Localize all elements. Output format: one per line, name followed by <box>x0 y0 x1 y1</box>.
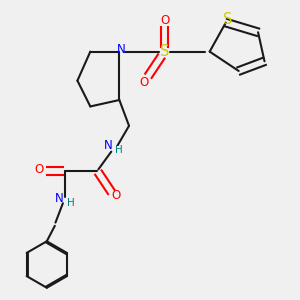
Text: N: N <box>55 192 64 205</box>
Text: H: H <box>67 198 75 208</box>
Text: O: O <box>35 163 44 176</box>
Text: S: S <box>160 44 169 59</box>
Text: S: S <box>223 12 232 27</box>
Text: N: N <box>104 139 112 152</box>
Text: H: H <box>115 145 123 155</box>
Text: O: O <box>160 14 169 28</box>
Text: N: N <box>117 43 125 56</box>
Text: O: O <box>139 76 148 89</box>
Text: O: O <box>112 189 121 202</box>
